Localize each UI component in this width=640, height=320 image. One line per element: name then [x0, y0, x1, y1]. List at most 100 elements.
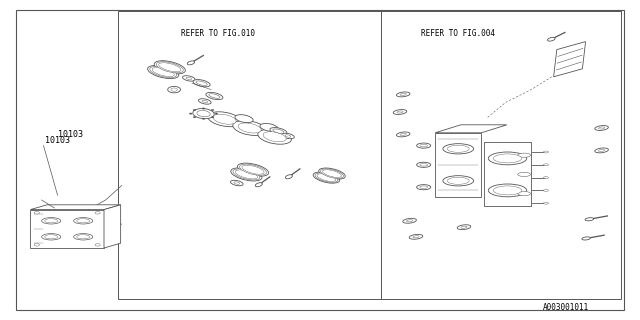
Ellipse shape	[447, 145, 469, 152]
Ellipse shape	[236, 170, 257, 179]
Ellipse shape	[598, 127, 605, 129]
Ellipse shape	[45, 219, 58, 223]
Ellipse shape	[595, 148, 609, 153]
Ellipse shape	[543, 189, 548, 191]
Polygon shape	[104, 205, 120, 248]
Ellipse shape	[270, 128, 287, 135]
Ellipse shape	[242, 165, 264, 174]
Bar	[484, 142, 531, 206]
Ellipse shape	[260, 124, 278, 132]
Ellipse shape	[285, 135, 291, 137]
Text: 10103: 10103	[58, 130, 83, 139]
Ellipse shape	[413, 236, 419, 238]
Circle shape	[211, 109, 214, 111]
Text: A003001011: A003001011	[543, 303, 589, 312]
Ellipse shape	[420, 144, 428, 147]
Ellipse shape	[400, 133, 406, 135]
Ellipse shape	[258, 129, 291, 144]
Text: REFER TO FIG.004: REFER TO FIG.004	[420, 29, 495, 38]
Ellipse shape	[543, 202, 548, 204]
Bar	[118, 11, 381, 299]
Ellipse shape	[417, 143, 431, 148]
Ellipse shape	[582, 237, 591, 240]
Ellipse shape	[595, 125, 609, 131]
Ellipse shape	[447, 177, 469, 184]
Ellipse shape	[202, 100, 207, 103]
Circle shape	[202, 118, 205, 119]
Ellipse shape	[548, 37, 555, 41]
Ellipse shape	[159, 63, 181, 72]
Ellipse shape	[154, 61, 186, 74]
Ellipse shape	[209, 94, 220, 98]
Polygon shape	[30, 205, 120, 210]
Ellipse shape	[206, 92, 223, 100]
Bar	[30, 210, 104, 248]
Ellipse shape	[152, 68, 174, 76]
Ellipse shape	[233, 121, 266, 135]
Ellipse shape	[213, 114, 236, 124]
Ellipse shape	[255, 183, 262, 187]
Ellipse shape	[420, 186, 428, 188]
Ellipse shape	[193, 108, 214, 119]
Ellipse shape	[237, 163, 269, 176]
Ellipse shape	[193, 80, 210, 87]
Ellipse shape	[457, 225, 471, 230]
Circle shape	[189, 113, 192, 114]
Ellipse shape	[77, 235, 90, 239]
Ellipse shape	[406, 220, 413, 222]
Circle shape	[193, 116, 196, 118]
Circle shape	[95, 212, 100, 214]
Ellipse shape	[400, 93, 406, 95]
Ellipse shape	[317, 174, 336, 181]
Ellipse shape	[461, 226, 467, 228]
Ellipse shape	[45, 235, 58, 239]
Ellipse shape	[443, 176, 474, 186]
Ellipse shape	[188, 61, 195, 65]
Text: REFER TO FIG.010: REFER TO FIG.010	[180, 29, 255, 38]
Ellipse shape	[315, 173, 338, 182]
Ellipse shape	[543, 151, 548, 153]
Polygon shape	[435, 125, 507, 133]
Circle shape	[34, 212, 40, 214]
Ellipse shape	[77, 219, 90, 223]
Ellipse shape	[518, 153, 531, 157]
Ellipse shape	[585, 218, 594, 221]
Ellipse shape	[208, 112, 241, 127]
Ellipse shape	[518, 191, 531, 196]
Ellipse shape	[417, 162, 431, 167]
Circle shape	[202, 108, 205, 109]
Ellipse shape	[409, 234, 423, 239]
Ellipse shape	[313, 172, 340, 183]
Ellipse shape	[148, 65, 179, 79]
Circle shape	[193, 109, 196, 111]
Ellipse shape	[543, 164, 548, 166]
Circle shape	[168, 86, 180, 93]
Ellipse shape	[321, 169, 344, 178]
Ellipse shape	[234, 182, 239, 184]
Ellipse shape	[150, 67, 177, 77]
Ellipse shape	[543, 177, 548, 179]
Bar	[435, 133, 481, 197]
Ellipse shape	[488, 152, 527, 165]
Ellipse shape	[273, 129, 284, 133]
Ellipse shape	[285, 175, 292, 179]
Ellipse shape	[74, 234, 93, 240]
Ellipse shape	[238, 123, 261, 133]
Text: 10103: 10103	[45, 136, 70, 145]
Ellipse shape	[420, 164, 428, 166]
Ellipse shape	[319, 168, 345, 179]
Bar	[381, 11, 621, 299]
Polygon shape	[554, 42, 586, 77]
Ellipse shape	[197, 110, 210, 117]
Circle shape	[34, 244, 40, 246]
Ellipse shape	[74, 218, 93, 224]
Ellipse shape	[443, 144, 474, 154]
Circle shape	[211, 116, 214, 118]
Ellipse shape	[42, 218, 61, 224]
Circle shape	[95, 244, 100, 246]
Ellipse shape	[397, 111, 403, 113]
Ellipse shape	[230, 180, 243, 186]
Ellipse shape	[396, 92, 410, 97]
Ellipse shape	[156, 62, 183, 73]
Ellipse shape	[282, 133, 294, 139]
